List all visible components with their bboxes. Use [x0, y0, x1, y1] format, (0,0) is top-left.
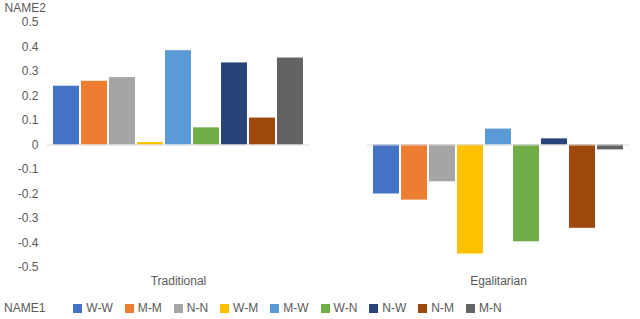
html-text:M-N: M-N — [479, 301, 502, 315]
svg-text:-0.1: -0.1 — [18, 162, 39, 176]
svg-text:0.4: 0.4 — [22, 40, 39, 54]
html-text:NAME1: NAME1 — [4, 301, 46, 315]
svg-text:-0.3: -0.3 — [18, 211, 39, 225]
svg-text:Egalitarian: Egalitarian — [470, 274, 527, 288]
svg-text:0.2: 0.2 — [22, 89, 39, 103]
svg-text:0.5: 0.5 — [22, 15, 39, 29]
svg-text:Traditional: Traditional — [151, 274, 207, 288]
svg-text:0: 0 — [32, 138, 39, 152]
html-text:N-M: N-M — [431, 301, 454, 315]
html-text:W-W: W-W — [86, 301, 113, 315]
html-text:W-M: W-M — [233, 301, 259, 315]
svg-text:NAME2: NAME2 — [5, 1, 47, 15]
svg-text:-0.4: -0.4 — [18, 236, 39, 250]
html-text:M-M: M-M — [137, 301, 162, 315]
html-text:W-N: W-N — [333, 301, 358, 315]
html-text:N-N: N-N — [186, 301, 209, 315]
svg-text:-0.2: -0.2 — [18, 187, 39, 201]
svg-text:0.3: 0.3 — [22, 64, 39, 78]
html-text:M-W: M-W — [283, 301, 309, 315]
html-text:N-W: N-W — [382, 301, 407, 315]
svg-text:-0.5: -0.5 — [18, 260, 39, 274]
svg-text:0.1: 0.1 — [22, 113, 39, 127]
